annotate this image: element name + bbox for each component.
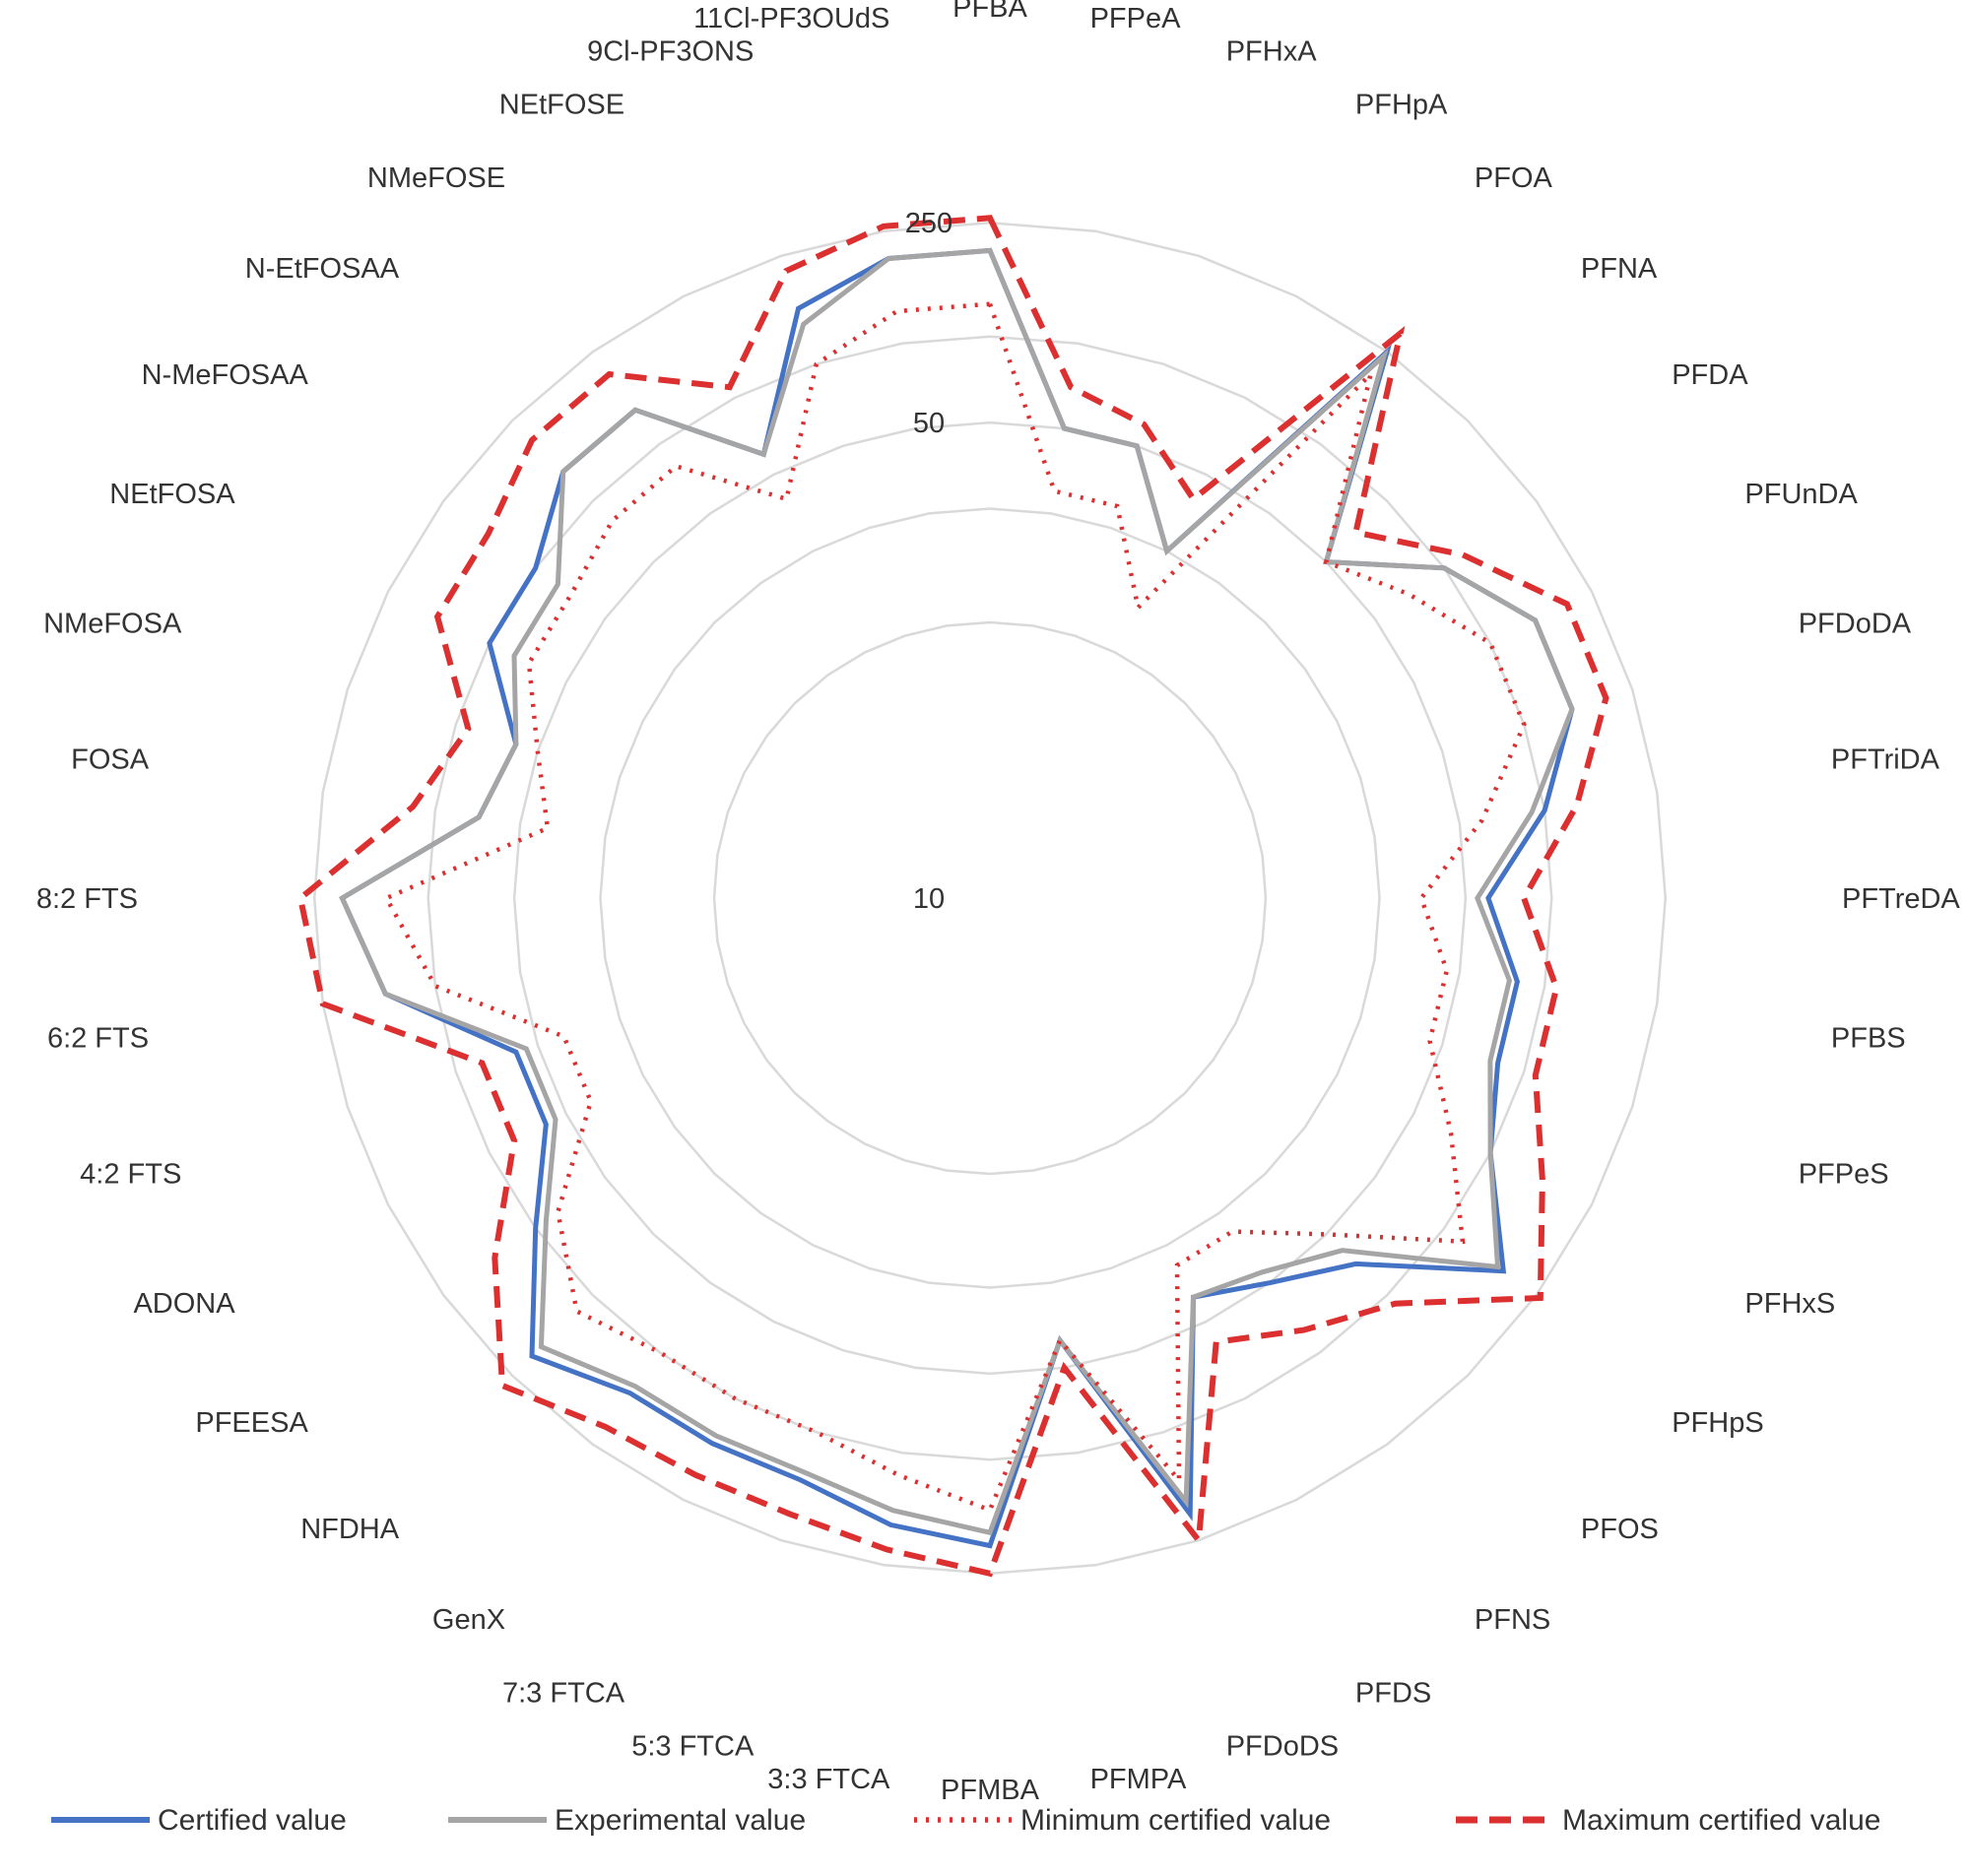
category-label-32: NMeFOSA xyxy=(43,608,182,639)
gridline-50 xyxy=(512,420,1468,1376)
series-line-3 xyxy=(296,215,1609,1578)
radar-series xyxy=(296,215,1609,1578)
category-label-21: 3:3 FTCA xyxy=(767,1764,890,1795)
series-experimental-value xyxy=(339,247,1575,1536)
legend-item-0: Certified value xyxy=(51,1804,347,1837)
category-label-17: PFDS xyxy=(1355,1677,1431,1709)
category-label-3: PFHpA xyxy=(1355,90,1448,121)
category-label-6: PFDA xyxy=(1672,359,1748,391)
gridline-100 xyxy=(427,335,1553,1461)
gridline-10 xyxy=(712,620,1268,1176)
tick-label-50: 50 xyxy=(913,408,945,439)
category-label-29: 6:2 FTS xyxy=(47,1023,149,1055)
category-label-34: N-MeFOSAA xyxy=(142,359,309,391)
category-label-2: PFHxA xyxy=(1226,35,1318,67)
category-label-12: PFPeS xyxy=(1799,1159,1889,1191)
category-label-9: PFTriDA xyxy=(1831,744,1940,775)
legend-item-3: Maximum certified value xyxy=(1456,1804,1880,1837)
category-label-28: 4:2 FTS xyxy=(80,1159,181,1191)
category-labels: PFBA PFPeA PFHxA PFHpA PFOA PFNA PFDA PFUnDA PFD… xyxy=(36,0,1961,1806)
category-label-20: PFMBA xyxy=(941,1775,1040,1806)
legend-label-2: Minimum certified value xyxy=(1020,1804,1331,1837)
series-minimum-certified-value xyxy=(383,301,1527,1514)
legend: Certified value Experimental value Minimum… xyxy=(51,1804,1880,1837)
category-label-11: PFBS xyxy=(1831,1023,1906,1055)
category-label-23: 7:3 FTCA xyxy=(502,1677,625,1709)
category-label-31: FOSA xyxy=(71,744,150,775)
category-label-8: PFDoDA xyxy=(1799,608,1912,639)
category-label-14: PFHpS xyxy=(1672,1407,1763,1439)
category-label-39: 11Cl-PF3OUdS xyxy=(693,3,889,34)
category-label-26: PFEESA xyxy=(195,1407,308,1439)
category-label-30: 8:2 FTS xyxy=(36,883,138,915)
category-label-15: PFOS xyxy=(1581,1514,1659,1545)
category-label-10: PFTreDA xyxy=(1842,883,1960,915)
category-label-18: PFDoDS xyxy=(1226,1731,1339,1763)
category-label-1: PFPeA xyxy=(1090,3,1182,34)
legend-item-2: Minimum certified value xyxy=(914,1804,1331,1837)
legend-label-0: Certified value xyxy=(158,1804,347,1837)
category-label-33: NEtFOSA xyxy=(109,479,235,510)
category-label-35: N-EtFOSAA xyxy=(245,253,400,285)
category-label-36: NMeFOSE xyxy=(367,162,505,194)
category-label-38: 9Cl-PF3ONS xyxy=(587,35,754,67)
series-line-2 xyxy=(383,301,1527,1514)
category-label-24: GenX xyxy=(432,1604,505,1636)
category-label-27: ADONA xyxy=(133,1288,235,1320)
category-label-37: NEtFOSE xyxy=(499,90,624,121)
category-label-19: PFMPA xyxy=(1090,1764,1187,1795)
category-label-4: PFOA xyxy=(1475,162,1553,194)
tick-label-250: 250 xyxy=(905,208,952,239)
category-label-7: PFUnDA xyxy=(1744,479,1858,510)
category-label-5: PFNA xyxy=(1581,253,1658,285)
series-line-1 xyxy=(339,247,1575,1536)
category-label-0: PFBA xyxy=(952,0,1027,24)
gridline-25 xyxy=(599,507,1381,1289)
category-label-22: 5:3 FTCA xyxy=(631,1731,755,1763)
series-maximum-certified-value xyxy=(296,215,1609,1578)
category-label-16: PFNS xyxy=(1475,1604,1550,1636)
radar-grid xyxy=(312,221,1668,1576)
radial-tick-labels: 10 50 250 xyxy=(905,208,952,915)
legend-item-1: Experimental value xyxy=(448,1804,806,1837)
legend-label-1: Experimental value xyxy=(555,1804,806,1837)
legend-label-3: Maximum certified value xyxy=(1562,1804,1880,1837)
category-label-25: NFDHA xyxy=(300,1514,400,1545)
gridline-250 xyxy=(312,221,1668,1576)
category-label-13: PFHxS xyxy=(1744,1288,1835,1320)
tick-label-10: 10 xyxy=(913,883,945,915)
